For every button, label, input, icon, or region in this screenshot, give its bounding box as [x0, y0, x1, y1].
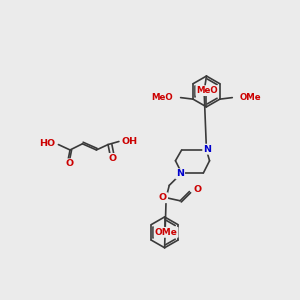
Text: OH: OH	[122, 137, 138, 146]
Text: HO: HO	[39, 139, 55, 148]
Text: O: O	[66, 159, 74, 168]
Text: OMe: OMe	[240, 93, 262, 102]
Text: N: N	[176, 169, 184, 178]
Text: N: N	[203, 145, 211, 154]
Text: O: O	[159, 193, 167, 202]
Text: MeO: MeO	[196, 86, 218, 95]
Text: MeO: MeO	[151, 93, 173, 102]
Text: O: O	[109, 154, 117, 163]
Text: OMe: OMe	[155, 228, 178, 237]
Text: O: O	[193, 185, 201, 194]
